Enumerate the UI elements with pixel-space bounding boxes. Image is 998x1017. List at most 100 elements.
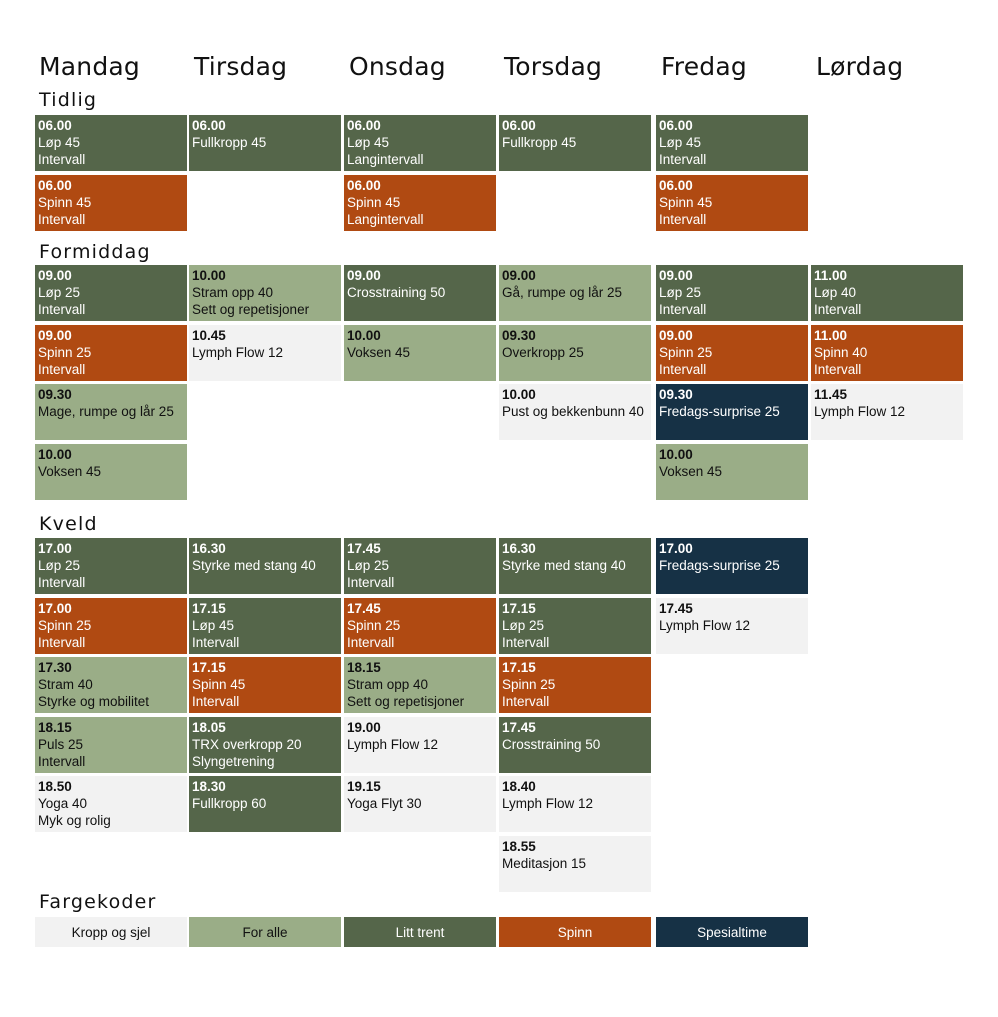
class-time: 06.00 bbox=[659, 178, 693, 193]
class-time: 17.30 bbox=[38, 660, 72, 675]
class-subtitle: Intervall bbox=[814, 362, 862, 377]
class-cell: 17.00 Fredags-surprise 25 bbox=[656, 538, 808, 594]
class-cell: 06.00 Fullkropp 45 bbox=[189, 115, 341, 171]
class-time: 18.30 bbox=[192, 779, 226, 794]
class-cell: 06.00 Løp 45 Langintervall bbox=[344, 115, 496, 171]
class-cell: 17.45 Crosstraining 50 bbox=[499, 717, 651, 773]
class-name: Spinn 25 bbox=[38, 345, 92, 360]
class-name: Stram opp 40 bbox=[347, 677, 429, 692]
class-subtitle: Intervall bbox=[502, 635, 550, 650]
legend-item-kropp: Kropp og sjel bbox=[35, 917, 187, 947]
class-cell: 17.15 Løp 25 Intervall bbox=[499, 598, 651, 654]
class-name: Pust og bekkenbunn 40 bbox=[502, 404, 644, 419]
class-time: 09.00 bbox=[38, 268, 72, 283]
class-cell: 17.00 Løp 25 Intervall bbox=[35, 538, 187, 594]
class-subtitle: Styrke og mobilitet bbox=[38, 694, 150, 709]
class-name: Voksen 45 bbox=[38, 464, 102, 479]
class-name: Meditasjon 15 bbox=[502, 856, 587, 871]
class-subtitle: Intervall bbox=[38, 754, 86, 769]
class-name: Overkropp 25 bbox=[502, 345, 584, 360]
class-cell: 16.30 Styrke med stang 40 bbox=[189, 538, 341, 594]
class-time: 17.00 bbox=[38, 601, 72, 616]
legend-item-litt: Litt trent bbox=[344, 917, 496, 947]
day-header-tirsdag: Tirsdag bbox=[194, 52, 288, 81]
class-time: 11.45 bbox=[814, 387, 848, 402]
class-time: 10.00 bbox=[347, 328, 381, 343]
class-cell: 09.30 Mage, rumpe og lår 25 bbox=[35, 384, 187, 440]
legend-item-alle: For alle bbox=[189, 917, 341, 947]
class-cell: 10.00 Pust og bekkenbunn 40 bbox=[499, 384, 651, 440]
class-subtitle: Intervall bbox=[659, 212, 707, 227]
class-subtitle: Intervall bbox=[38, 302, 86, 317]
class-cell: 11.00 Løp 40 Intervall bbox=[811, 265, 963, 321]
class-cell: 16.30 Styrke med stang 40 bbox=[499, 538, 651, 594]
class-subtitle: Sett og repetisjoner bbox=[192, 302, 310, 317]
class-name: Spinn 45 bbox=[192, 677, 246, 692]
class-cell: 17.15 Spinn 25 Intervall bbox=[499, 657, 651, 713]
class-time: 18.15 bbox=[347, 660, 381, 675]
class-time: 09.30 bbox=[659, 387, 693, 402]
class-cell: 09.00 Spinn 25 Intervall bbox=[35, 325, 187, 381]
class-name: Crosstraining 50 bbox=[347, 285, 446, 300]
day-header-mandag: Mandag bbox=[39, 52, 140, 81]
class-time: 06.00 bbox=[38, 118, 72, 133]
class-name: Løp 25 bbox=[347, 558, 390, 573]
class-name: Lymph Flow 12 bbox=[347, 737, 439, 752]
class-cell: 09.00 Løp 25 Intervall bbox=[35, 265, 187, 321]
day-header-lordag: Lørdag bbox=[816, 52, 904, 81]
class-time: 06.00 bbox=[502, 118, 536, 133]
class-time: 06.00 bbox=[347, 178, 381, 193]
class-name: Løp 25 bbox=[659, 285, 702, 300]
class-cell: 10.00 Voksen 45 bbox=[656, 444, 808, 500]
class-subtitle: Sett og repetisjoner bbox=[347, 694, 465, 709]
class-name: Lymph Flow 12 bbox=[192, 345, 284, 360]
class-name: Løp 45 bbox=[347, 135, 390, 150]
class-cell: 09.00 Spinn 25 Intervall bbox=[656, 325, 808, 381]
class-cell: 06.00 Spinn 45 Intervall bbox=[656, 175, 808, 231]
class-cell: 10.00 Stram opp 40 Sett og repetisjoner bbox=[189, 265, 341, 321]
class-time: 18.50 bbox=[38, 779, 72, 794]
class-time: 09.00 bbox=[502, 268, 536, 283]
class-name: Lymph Flow 12 bbox=[659, 618, 751, 633]
class-name: Stram opp 40 bbox=[192, 285, 274, 300]
class-subtitle: Intervall bbox=[38, 362, 86, 377]
class-time: 17.45 bbox=[347, 601, 381, 616]
class-subtitle: Slyngetrening bbox=[192, 754, 275, 769]
class-cell: 06.00 Spinn 45 Intervall bbox=[35, 175, 187, 231]
class-name: Fredags-surprise 25 bbox=[659, 558, 780, 573]
class-name: Lymph Flow 12 bbox=[814, 404, 906, 419]
class-name: Spinn 45 bbox=[38, 195, 92, 210]
class-time: 17.15 bbox=[502, 601, 536, 616]
day-header-torsdag: Torsdag bbox=[504, 52, 603, 81]
class-name: Løp 40 bbox=[814, 285, 857, 300]
class-name: Stram 40 bbox=[38, 677, 93, 692]
class-cell: 11.00 Spinn 40 Intervall bbox=[811, 325, 963, 381]
class-cell: 10.00 Voksen 45 bbox=[35, 444, 187, 500]
class-cell: 17.15 Spinn 45 Intervall bbox=[189, 657, 341, 713]
class-time: 10.00 bbox=[192, 268, 226, 283]
class-cell: 10.45 Lymph Flow 12 bbox=[189, 325, 341, 381]
class-subtitle: Intervall bbox=[659, 302, 707, 317]
class-time: 16.30 bbox=[192, 541, 226, 556]
class-time: 17.00 bbox=[38, 541, 72, 556]
class-time: 17.45 bbox=[502, 720, 536, 735]
class-cell: 09.00 Gå, rumpe og lår 25 bbox=[499, 265, 651, 321]
class-time: 17.45 bbox=[347, 541, 381, 556]
class-name: Voksen 45 bbox=[659, 464, 723, 479]
class-time: 18.55 bbox=[502, 839, 536, 854]
class-name: Løp 45 bbox=[192, 618, 235, 633]
class-name: Fullkropp 60 bbox=[192, 796, 267, 811]
class-subtitle: Intervall bbox=[192, 694, 240, 709]
class-time: 09.30 bbox=[38, 387, 72, 402]
class-cell: 17.30 Stram 40 Styrke og mobilitet bbox=[35, 657, 187, 713]
class-cell: 09.30 Overkropp 25 bbox=[499, 325, 651, 381]
class-time: 09.00 bbox=[38, 328, 72, 343]
class-time: 17.00 bbox=[659, 541, 693, 556]
class-subtitle: Intervall bbox=[659, 152, 707, 167]
class-time: 19.15 bbox=[347, 779, 381, 794]
class-cell: 11.45 Lymph Flow 12 bbox=[811, 384, 963, 440]
class-name: Spinn 25 bbox=[38, 618, 92, 633]
class-name: Spinn 25 bbox=[502, 677, 556, 692]
class-name: Lymph Flow 12 bbox=[502, 796, 594, 811]
class-cell: 09.30 Fredags-surprise 25 bbox=[656, 384, 808, 440]
